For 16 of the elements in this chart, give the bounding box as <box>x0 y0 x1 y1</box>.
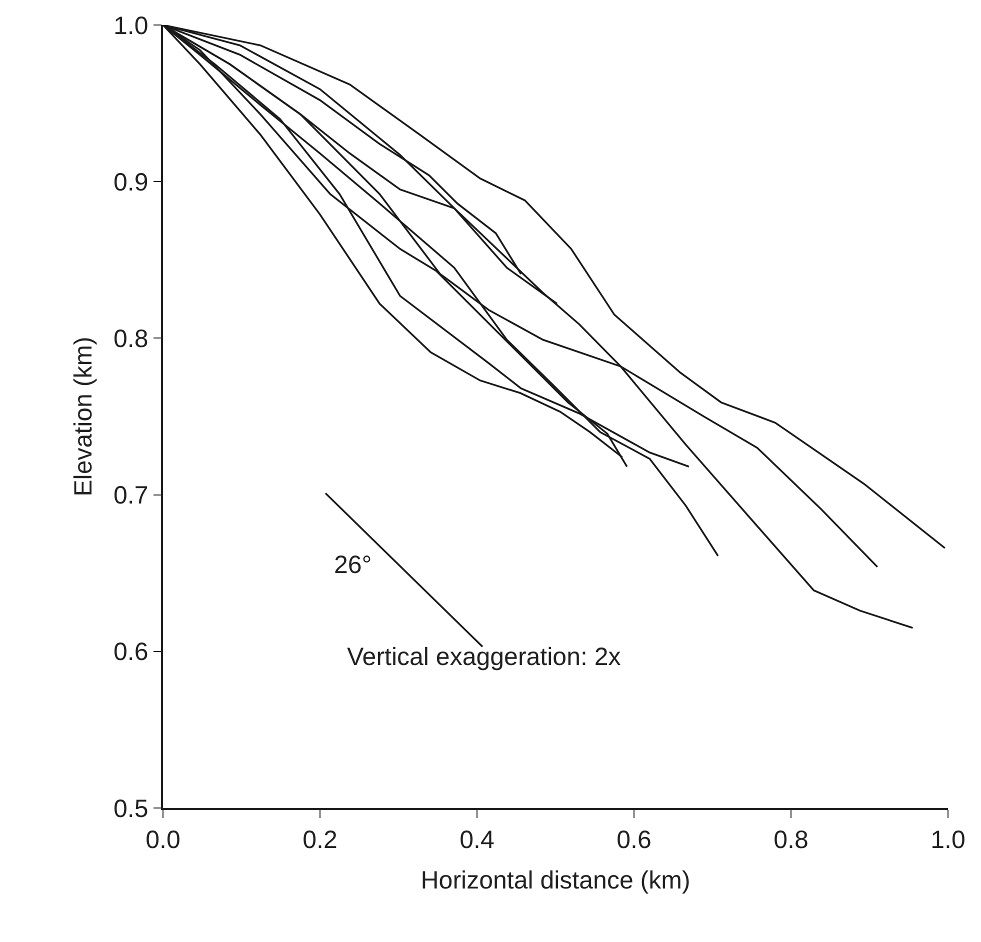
y-tick-label: 0.9 <box>113 168 148 196</box>
y-tick-label: 1.0 <box>113 12 148 40</box>
x-tick-label: 0.2 <box>302 826 338 854</box>
annotation: 26° <box>334 551 372 579</box>
y-tick-label: 0.7 <box>113 482 148 510</box>
x-tick-label: 0.6 <box>616 826 652 854</box>
y-tick-label: 0.5 <box>113 794 148 823</box>
x-axis-title: Horizontal distance (km) <box>420 866 690 894</box>
y-tick-label: 0.8 <box>113 324 148 353</box>
x-tick-label: 0.8 <box>774 826 808 854</box>
x-tick-label: 0.0 <box>146 826 180 854</box>
x-tick-label: 0.4 <box>460 826 494 854</box>
y-tick-label: 0.6 <box>113 638 148 666</box>
y-axis-title: Elevation (km) <box>70 336 98 496</box>
x-tick-label: 1.0 <box>930 826 966 854</box>
annotation: Vertical exaggeration: 2x <box>347 643 622 671</box>
